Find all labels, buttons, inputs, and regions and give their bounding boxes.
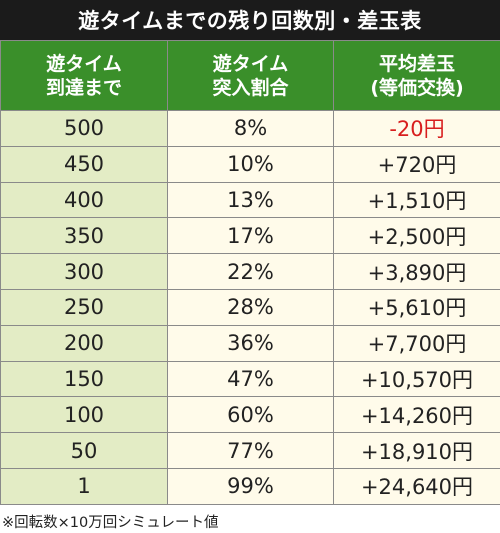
rate-cell: 28% (167, 288, 334, 326)
remaining-cell: 400 (0, 181, 168, 219)
remaining-cell: 450 (0, 145, 168, 183)
table-row: 150 47% +10,570円 (0, 360, 500, 398)
remaining-cell: 300 (0, 253, 168, 290)
table-row: 100 60% +14,260円 (0, 396, 500, 434)
header-remaining-line1: 遊タイム (46, 52, 122, 75)
rate-cell: 77% (167, 432, 334, 469)
header-diff-line2: (等価交換) (370, 76, 464, 99)
rate-cell: 13% (167, 181, 334, 219)
remaining-cell: 150 (0, 360, 168, 398)
rate-cell: 36% (167, 324, 334, 362)
rate-cell: 17% (167, 217, 334, 255)
table-body: 500 8% -20円 450 10% +720円 400 13% +1,510円 350 17% +… (0, 110, 500, 505)
remaining-cell: 200 (0, 324, 168, 362)
header-diff: 平均差玉 (等価交換) (333, 40, 500, 111)
rate-cell: 10% (167, 145, 334, 183)
diff-cell: +720円 (333, 145, 500, 183)
header-rate-line1: 遊タイム (212, 52, 289, 75)
table-row: 350 17% +2,500円 (0, 217, 500, 255)
diff-cell: +3,890円 (333, 253, 500, 290)
table-row: 400 13% +1,510円 (0, 181, 500, 219)
rate-cell: 47% (167, 360, 334, 398)
remaining-cell: 50 (0, 432, 168, 469)
remaining-cell: 1 (0, 467, 168, 505)
diff-cell: +2,500円 (333, 217, 500, 255)
diff-cell: +18,910円 (333, 432, 500, 469)
header-diff-line1: 平均差玉 (378, 52, 455, 75)
header-remaining: 遊タイム 到達まで (0, 40, 168, 111)
diff-cell: -20円 (333, 110, 500, 147)
rate-cell: 99% (167, 467, 334, 505)
table-row: 450 10% +720円 (0, 145, 500, 183)
rate-cell: 8% (167, 110, 334, 147)
header-rate: 遊タイム 突入割合 (167, 40, 334, 111)
table-row: 500 8% -20円 (0, 110, 500, 147)
table-row: 50 77% +18,910円 (0, 432, 500, 469)
diff-cell: +10,570円 (333, 360, 500, 398)
difference-table: 遊タイム 到達まで 遊タイム 突入割合 平均差玉 (等価交換) 500 8% -20… (0, 40, 500, 505)
remaining-cell: 100 (0, 396, 168, 434)
remaining-cell: 500 (0, 110, 168, 147)
table-row: 200 36% +7,700円 (0, 324, 500, 362)
diff-cell: +14,260円 (333, 396, 500, 434)
rate-cell: 22% (167, 253, 334, 290)
table-row: 250 28% +5,610円 (0, 288, 500, 326)
table-row: 1 99% +24,640円 (0, 467, 500, 505)
table-header-row: 遊タイム 到達まで 遊タイム 突入割合 平均差玉 (等価交換) (0, 40, 500, 111)
diff-cell: +1,510円 (333, 181, 500, 219)
page-title: 遊タイムまでの残り回数別・差玉表 (0, 0, 500, 40)
rate-cell: 60% (167, 396, 334, 434)
header-rate-line2: 突入割合 (212, 76, 289, 99)
remaining-cell: 250 (0, 288, 168, 326)
remaining-cell: 350 (0, 217, 168, 255)
diff-cell: +7,700円 (333, 324, 500, 362)
diff-cell: +5,610円 (333, 288, 500, 326)
footnote: ※回転数×10万回シミュレート値 (2, 515, 219, 531)
header-remaining-line2: 到達まで (45, 76, 122, 99)
diff-cell: +24,640円 (333, 467, 500, 505)
table-row: 300 22% +3,890円 (0, 253, 500, 290)
